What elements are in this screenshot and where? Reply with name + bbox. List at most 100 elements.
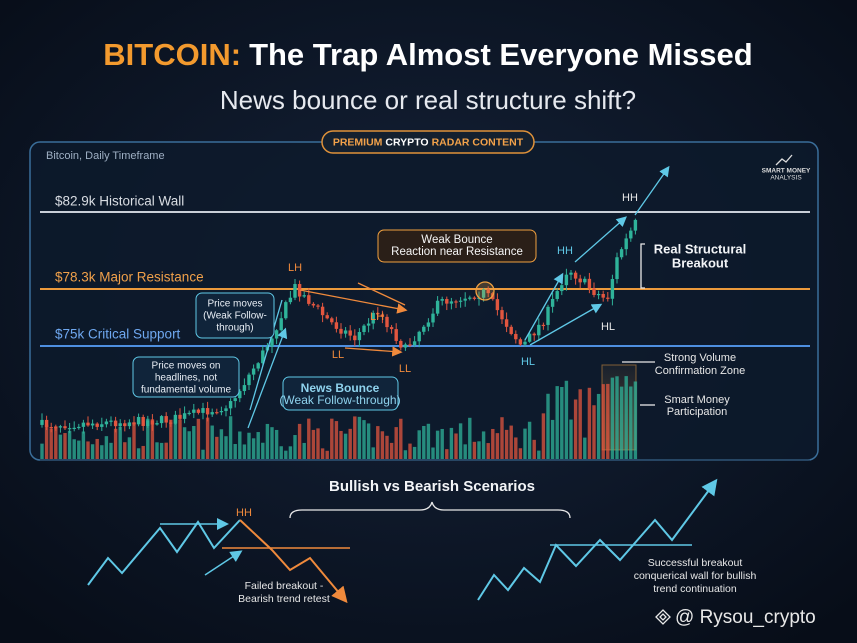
volume-bar <box>155 442 159 459</box>
logo-text: ANALYSIS <box>770 175 802 182</box>
candle <box>458 300 463 302</box>
callout-text: Weak Bounce <box>421 234 492 246</box>
candle <box>523 341 527 345</box>
candle <box>399 340 403 348</box>
candle <box>426 322 431 327</box>
candle <box>316 305 320 307</box>
volume-bar <box>353 416 357 459</box>
volume-bar <box>537 450 541 459</box>
candle <box>44 419 49 428</box>
level-label: $78.3k Major Resistance <box>55 270 204 285</box>
volume-bar <box>118 426 122 459</box>
volume-bar <box>504 429 509 459</box>
volume-bar <box>54 426 58 459</box>
volume-bar <box>196 418 201 459</box>
logo-text: SMART MONEY <box>762 168 811 175</box>
candle <box>297 284 302 297</box>
callout-text: Strong Volume <box>664 352 736 364</box>
volume-bar <box>573 399 578 459</box>
candle <box>380 314 385 317</box>
candle <box>192 409 196 413</box>
volume-bar <box>279 446 283 459</box>
candle <box>67 428 72 430</box>
volume-bar <box>578 389 582 459</box>
volume-bar <box>141 445 145 459</box>
volume-bar <box>366 423 371 459</box>
candle <box>578 278 582 283</box>
volume-bar <box>104 436 109 459</box>
volume-bar <box>514 437 518 459</box>
candle <box>403 344 408 348</box>
volume-bar <box>389 442 394 459</box>
volume-bar <box>242 444 247 459</box>
candle <box>270 338 274 347</box>
volume-bar <box>146 418 150 459</box>
badge-premium: PREMIUM <box>333 136 383 148</box>
volume-bar <box>596 393 601 459</box>
volume-bar <box>164 442 168 459</box>
candle <box>58 426 63 428</box>
volume-bar <box>468 417 472 459</box>
candle <box>339 328 343 334</box>
volume-bar <box>408 443 412 459</box>
candle <box>205 408 210 415</box>
volume-bar <box>169 419 173 459</box>
volume-bar <box>256 432 260 459</box>
volume-bar <box>228 416 233 459</box>
candle <box>164 416 168 423</box>
volume-bar <box>619 386 624 459</box>
candle <box>606 297 610 299</box>
volume-bar <box>288 446 293 459</box>
candle <box>431 313 435 323</box>
candle <box>293 284 297 298</box>
volume-bar <box>569 419 573 459</box>
candle <box>256 363 260 369</box>
volume-bar <box>136 448 141 459</box>
candle <box>233 398 237 402</box>
volume-bar <box>606 383 610 459</box>
candle <box>311 303 316 306</box>
volume-bar <box>251 438 256 459</box>
volume-bar <box>477 441 481 459</box>
callout-text: Real Structural <box>654 241 746 256</box>
candle <box>389 327 394 330</box>
candle <box>141 416 145 426</box>
volume-bar <box>201 449 205 459</box>
candle <box>362 325 366 333</box>
candle <box>555 291 559 299</box>
candle <box>95 423 99 427</box>
candle <box>518 339 523 345</box>
scenario-hh: HH <box>236 507 252 519</box>
volume-bar <box>527 421 532 459</box>
callout-text: Participation <box>667 406 728 418</box>
candle <box>284 302 288 319</box>
candle <box>495 299 500 311</box>
volume-bar <box>385 435 389 459</box>
callout-text: Price moves on <box>152 361 221 372</box>
candle <box>320 306 325 316</box>
volume-bar <box>417 430 421 459</box>
candle <box>564 274 569 286</box>
swing-label: LL <box>332 349 344 361</box>
swing-label: HH <box>622 192 638 204</box>
swing-label: HH <box>557 245 573 257</box>
volume-bar <box>454 433 458 459</box>
volume-bar <box>555 386 559 459</box>
scenario-success: conquerical wall for bullish <box>634 570 757 582</box>
volume-bar <box>550 419 555 459</box>
candle <box>238 391 242 399</box>
volume-bar <box>100 445 104 459</box>
volume-bar <box>44 424 49 459</box>
volume-bar <box>532 439 536 459</box>
candle <box>159 416 164 424</box>
volume-bar <box>422 425 426 459</box>
volume-bar <box>523 428 527 459</box>
volume-bar <box>440 428 444 459</box>
candle <box>247 374 251 386</box>
volume-bar <box>399 418 403 459</box>
badge-radar: RADAR CONTENT <box>432 136 524 148</box>
volume-bar <box>63 433 67 459</box>
candles <box>40 218 638 459</box>
candle <box>394 329 398 341</box>
candle <box>385 316 389 328</box>
